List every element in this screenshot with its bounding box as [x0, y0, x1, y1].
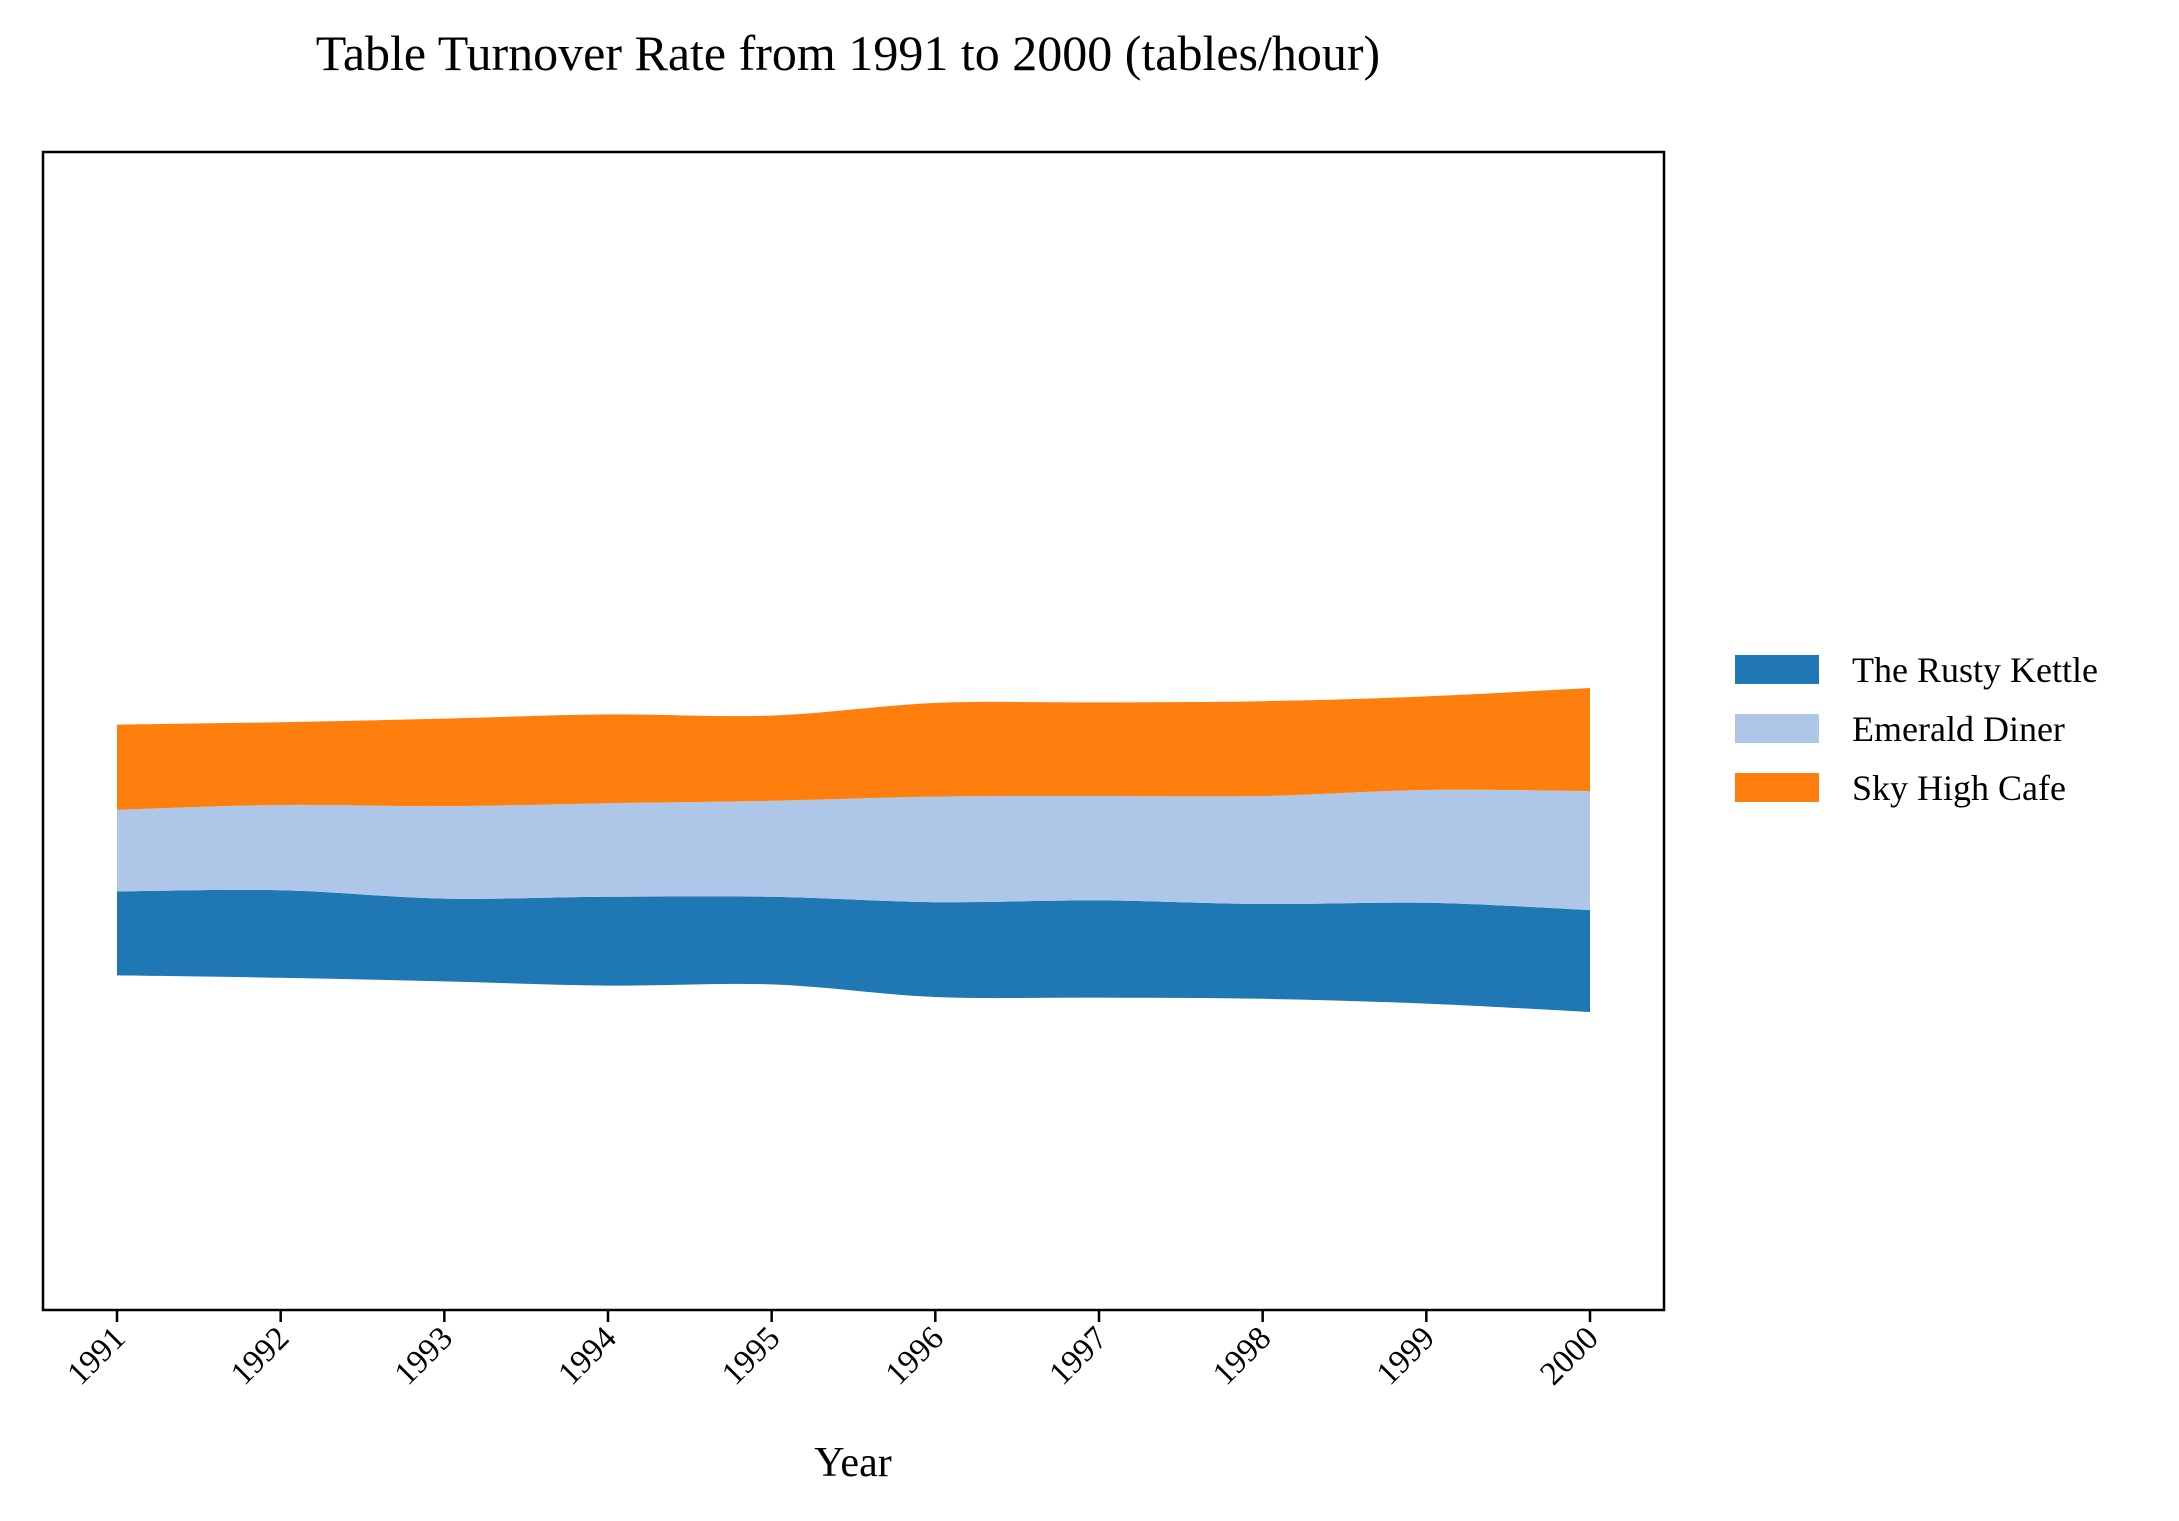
- x-axis-label: Year: [814, 1440, 891, 1486]
- stream-areas: [117, 688, 1590, 1012]
- area-sky-high-cafe: [117, 688, 1590, 810]
- plot-frame: [41, 150, 1666, 1312]
- legend-swatch: [1735, 714, 1819, 743]
- x-tick-label: 1992: [224, 1320, 296, 1392]
- legend: The Rusty Kettle Emerald Diner Sky High Ca…: [1735, 650, 2098, 808]
- area-emerald-diner: [117, 789, 1590, 910]
- x-tick-label: 1993: [388, 1320, 460, 1392]
- x-tick-label: 1999: [1370, 1320, 1442, 1392]
- x-tick-label: 1998: [1206, 1320, 1278, 1392]
- legend-swatch: [1735, 655, 1819, 684]
- x-tick-label: 1994: [552, 1320, 624, 1392]
- legend-label: Emerald Diner: [1852, 709, 2065, 749]
- area-the-rusty-kettle: [117, 889, 1590, 1012]
- x-tick-label: 1996: [879, 1320, 951, 1392]
- x-tick-label: 1995: [715, 1320, 787, 1392]
- x-axis-ticks: 1991 1992 1993 1994 1995 1996 1997 1998 1999 2000: [61, 1310, 1606, 1392]
- legend-swatch: [1735, 773, 1819, 802]
- x-tick-label: 2000: [1534, 1320, 1606, 1392]
- legend-label: Sky High Cafe: [1852, 768, 2066, 808]
- chart-title: Table Turnover Rate from 1991 to 2000 (t…: [316, 25, 1380, 81]
- x-tick-label: 1991: [61, 1320, 133, 1392]
- x-tick-label: 1997: [1043, 1320, 1115, 1392]
- legend-label: The Rusty Kettle: [1852, 650, 2098, 690]
